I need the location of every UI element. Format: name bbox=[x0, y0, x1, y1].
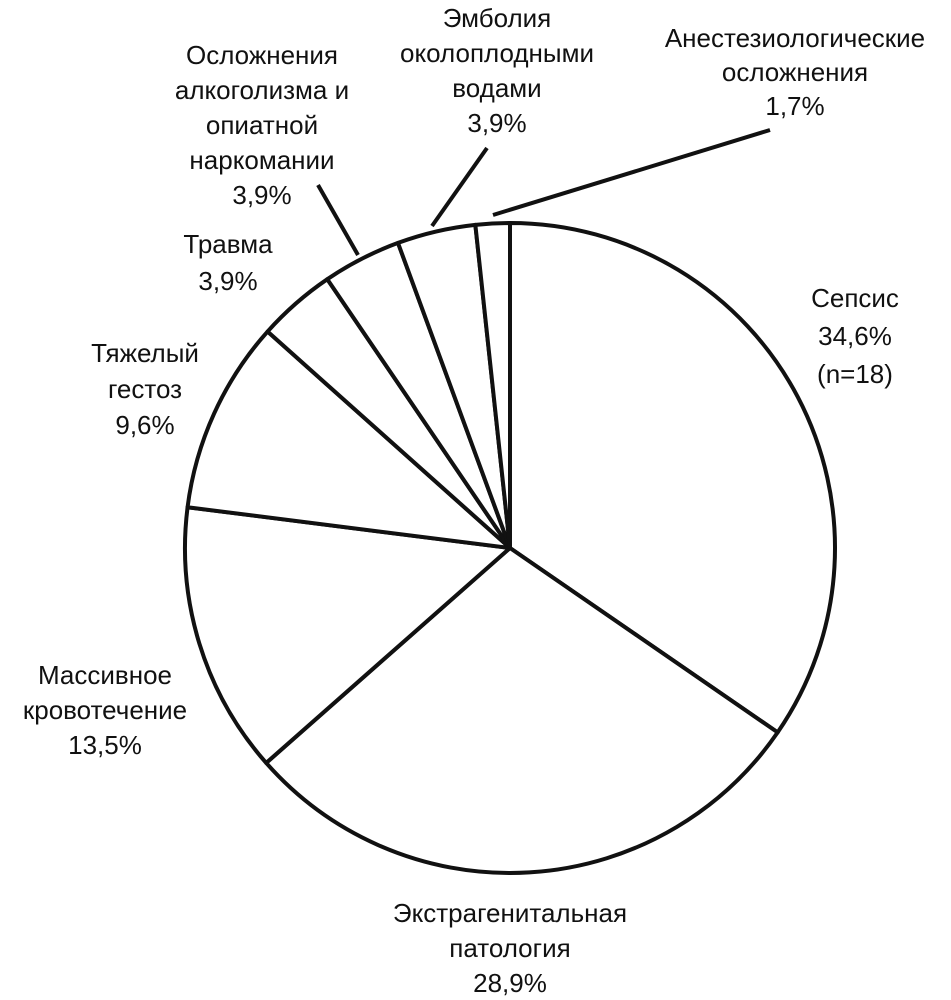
label-line: Анестезиологические bbox=[665, 23, 925, 53]
slice-label: Анестезиологические осложнения bbox=[665, 23, 925, 87]
slice-label: Сепсис bbox=[811, 283, 899, 313]
label-line: Травма bbox=[183, 229, 273, 259]
value-label: 3,9% bbox=[467, 108, 526, 138]
value-label: 34,6% bbox=[818, 321, 892, 351]
annotation: (n=18) bbox=[817, 359, 893, 389]
leader-line bbox=[316, 184, 360, 256]
value-label: 9,6% bbox=[115, 410, 174, 440]
slice-label: Эмболия околоплодными водами bbox=[400, 3, 594, 103]
label-line: Экстрагенитальная bbox=[393, 898, 627, 928]
label-line: околоплодными bbox=[400, 38, 594, 68]
slice-label: Массивное кровотечение bbox=[23, 660, 187, 725]
label-line: наркомании bbox=[189, 145, 334, 175]
pie-slice bbox=[264, 546, 780, 875]
pie-slice bbox=[185, 329, 512, 550]
pie-slice bbox=[508, 221, 837, 735]
label-line: водами bbox=[452, 73, 541, 103]
label-line: Тяжелый bbox=[91, 338, 199, 368]
leader-line bbox=[430, 146, 489, 228]
value-label: 13,5% bbox=[68, 730, 142, 760]
label-line: кровотечение bbox=[23, 695, 187, 725]
label-line: патология bbox=[449, 933, 570, 963]
label-line: Сепсис bbox=[811, 283, 899, 313]
label-line: Осложнения bbox=[186, 40, 338, 70]
slice-label: Осложнения алкоголизма и опиатной наркомани… bbox=[175, 40, 349, 175]
value-label: 1,7% bbox=[765, 91, 824, 121]
label-line: Эмболия bbox=[443, 3, 552, 33]
slice-label: Экстрагенитальная патология bbox=[393, 898, 627, 963]
value-label: 3,9% bbox=[232, 180, 291, 210]
label-line: опиатной bbox=[206, 110, 318, 140]
label-line: осложнения bbox=[722, 57, 868, 87]
value-label: 3,9% bbox=[198, 266, 257, 296]
label-line: Массивное bbox=[38, 660, 172, 690]
slice-label: Тяжелый гестоз bbox=[91, 338, 199, 404]
label-line: алкоголизма и bbox=[175, 75, 349, 105]
pie-slice bbox=[183, 505, 512, 765]
slice-label: Травма bbox=[183, 229, 273, 259]
leader-line bbox=[492, 128, 771, 217]
pie-slice bbox=[473, 221, 512, 550]
value-label: 28,9% bbox=[473, 968, 547, 998]
label-line: гестоз bbox=[108, 374, 182, 404]
leaders bbox=[316, 128, 771, 256]
